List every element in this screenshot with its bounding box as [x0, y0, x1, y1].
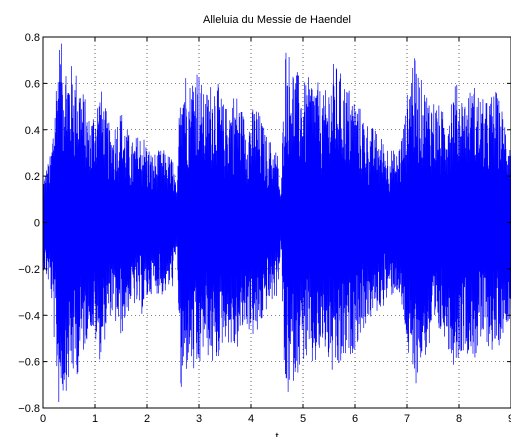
x-tick-label: 5 [300, 413, 306, 425]
x-axis-label: t [275, 431, 278, 437]
waveform-series-line [42, 43, 511, 403]
y-tick-label: −0.4 [18, 310, 40, 322]
y-tick-label: 0.6 [25, 78, 40, 90]
x-tick-label: 1 [92, 413, 98, 425]
y-tick-label: 0.2 [25, 171, 40, 183]
x-tick-label: 3 [196, 413, 202, 425]
y-tick-label: −0.2 [18, 264, 40, 276]
y-tick-label: −0.8 [18, 403, 40, 415]
x-tick-label: 7 [404, 413, 410, 425]
y-tick-label: 0.4 [25, 125, 40, 137]
chart-title: Alleluia du Messie de Haendel [203, 14, 351, 26]
x-tick-label: 9 [508, 413, 511, 425]
x-tick-label: 0 [40, 413, 46, 425]
x-tick-label: 6 [352, 413, 358, 425]
x-tick-label: 2 [144, 413, 150, 425]
y-tick-label: 0 [34, 218, 40, 230]
y-tick-label: 0.8 [25, 32, 40, 44]
y-tick-label: −0.6 [18, 357, 40, 369]
x-tick-label: 8 [456, 413, 462, 425]
x-tick-label: 4 [248, 413, 254, 425]
plot-area: 0 1 2 3 4 5 6 7 8 9 −0.8 −0.6 −0.4 −0.2 0 0.2 0.4 0.6 0.8 [18, 32, 511, 425]
